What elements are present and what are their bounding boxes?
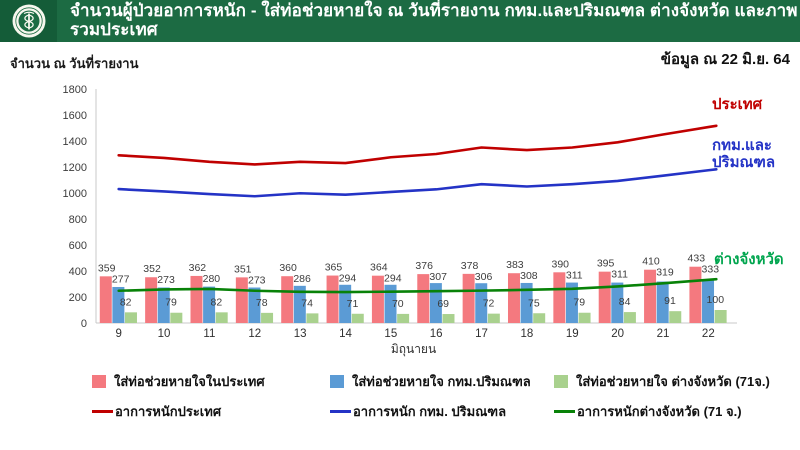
svg-text:1800: 1800 (63, 84, 87, 96)
svg-text:360: 360 (279, 262, 297, 274)
blue-line-icon (330, 410, 351, 413)
svg-text:18: 18 (520, 328, 533, 340)
legend-label-intubated-country: ใส่ท่อช่วยหายใจในประเทศ (114, 374, 265, 389)
svg-text:280: 280 (203, 273, 221, 285)
svg-text:17: 17 (475, 328, 488, 340)
svg-text:306: 306 (475, 271, 493, 283)
svg-text:1000: 1000 (63, 188, 87, 200)
svg-text:359: 359 (98, 262, 116, 274)
svg-text:84: 84 (619, 296, 631, 308)
moph-logo (0, 0, 57, 42)
svg-text:378: 378 (461, 260, 479, 272)
svg-text:1400: 1400 (63, 136, 87, 148)
svg-text:294: 294 (384, 273, 402, 285)
legend-item-severe-country: อาการหนักประเทศ (92, 401, 330, 422)
svg-text:273: 273 (248, 274, 266, 286)
svg-text:15: 15 (384, 328, 397, 340)
header-bar: จำนวนผู้ป่วยอาการหนัก - ใส่ท่อช่วยหายใจ … (0, 0, 800, 42)
svg-text:433: 433 (688, 253, 706, 265)
svg-text:22: 22 (702, 328, 715, 340)
svg-text:71: 71 (347, 298, 359, 310)
svg-text:383: 383 (506, 259, 524, 271)
svg-text:82: 82 (120, 296, 132, 308)
svg-text:72: 72 (483, 298, 495, 310)
blue-square-icon (330, 375, 344, 388)
legend-label-severe-bkk: อาการหนัก กทม. ปริมณฑล (353, 404, 507, 419)
svg-text:311: 311 (611, 269, 628, 281)
legend-label-intubated-provinces: ใส่ท่อช่วยหายใจ ต่างจังหวัด (71จ.) (576, 374, 770, 389)
svg-text:12: 12 (248, 328, 261, 340)
svg-text:19: 19 (566, 328, 579, 340)
svg-text:70: 70 (392, 298, 404, 310)
svg-text:100: 100 (707, 294, 725, 306)
svg-text:69: 69 (437, 298, 449, 310)
svg-text:20: 20 (611, 328, 624, 340)
legend-label-severe-provinces: อาการหนักต่างจังหวัด (71 จ.) (577, 404, 742, 419)
svg-text:1200: 1200 (63, 162, 87, 174)
green-line-icon (554, 410, 575, 413)
svg-text:9: 9 (115, 328, 121, 340)
svg-text:352: 352 (143, 263, 161, 275)
legend-item-severe-provinces: อาการหนักต่างจังหวัด (71 จ.) (554, 401, 794, 422)
svg-text:351: 351 (234, 263, 252, 275)
svg-text:390: 390 (551, 258, 569, 270)
svg-text:79: 79 (165, 297, 177, 309)
svg-text:365: 365 (325, 262, 343, 274)
line-label-bkk-vicinity: กทม.และ ปริมณฑล (712, 137, 776, 172)
data-as-of-date: ข้อมูล ณ 22 มิ.ย. 64 (660, 51, 790, 68)
page-title: จำนวนผู้ป่วยอาการหนัก - ใส่ท่อช่วยหายใจ … (70, 1, 798, 39)
svg-text:14: 14 (339, 328, 352, 340)
svg-text:277: 277 (112, 273, 130, 285)
legend-item-intubated-provinces: ใส่ท่อช่วยหายใจ ต่างจังหวัด (71จ.) (554, 371, 794, 392)
green-square-icon (554, 375, 568, 388)
svg-text:273: 273 (157, 274, 175, 286)
line-label-country: ประเทศ (712, 96, 763, 113)
svg-text:79: 79 (573, 297, 585, 309)
svg-text:0: 0 (81, 318, 87, 330)
svg-text:410: 410 (642, 256, 660, 268)
svg-text:21: 21 (657, 328, 670, 340)
moph-seal-icon (12, 4, 45, 38)
svg-text:600: 600 (69, 240, 87, 252)
legend-label-intubated-bkk: ใส่ท่อช่วยหายใจ กทม.ปริมณฑล (352, 374, 531, 389)
legend-label-severe-country: อาการหนักประเทศ (115, 404, 222, 419)
red-line-icon (92, 410, 113, 413)
legend-item-intubated-country: ใส่ท่อช่วยหายใจในประเทศ (92, 371, 330, 392)
chart-title: จำนวน ณ วันที่รายงาน (10, 56, 139, 71)
svg-text:319: 319 (656, 267, 674, 279)
svg-text:82: 82 (211, 296, 223, 308)
svg-text:395: 395 (597, 258, 615, 270)
svg-text:11: 11 (203, 328, 215, 340)
svg-text:311: 311 (566, 269, 583, 281)
legend-item-severe-bkk: อาการหนัก กทม. ปริมณฑล (330, 401, 554, 422)
svg-text:1600: 1600 (63, 110, 87, 122)
svg-text:200: 200 (69, 292, 87, 304)
svg-text:400: 400 (69, 266, 87, 278)
svg-text:มิถุนายน: มิถุนายน (391, 342, 436, 357)
svg-text:91: 91 (664, 295, 676, 307)
svg-text:75: 75 (528, 297, 540, 309)
chart-legend: ใส่ท่อช่วยหายใจในประเทศ ใส่ท่อช่วยหายใจ … (92, 371, 794, 422)
svg-text:74: 74 (301, 297, 313, 309)
line-label-provinces: ต่างจังหวัด (714, 251, 784, 268)
svg-text:294: 294 (339, 273, 357, 285)
pink-square-icon (92, 375, 106, 388)
legend-item-intubated-bkk: ใส่ท่อช่วยหายใจ กทม.ปริมณฑล (330, 371, 554, 392)
svg-text:307: 307 (429, 271, 447, 283)
svg-text:78: 78 (256, 297, 268, 309)
svg-text:308: 308 (520, 270, 538, 282)
svg-text:362: 362 (189, 262, 207, 274)
svg-text:364: 364 (370, 262, 388, 274)
svg-text:13: 13 (294, 328, 307, 340)
svg-text:286: 286 (293, 273, 311, 285)
svg-text:16: 16 (430, 328, 443, 340)
svg-text:800: 800 (69, 214, 87, 226)
svg-text:10: 10 (158, 328, 171, 340)
svg-text:333: 333 (702, 264, 720, 276)
svg-text:376: 376 (415, 260, 433, 272)
